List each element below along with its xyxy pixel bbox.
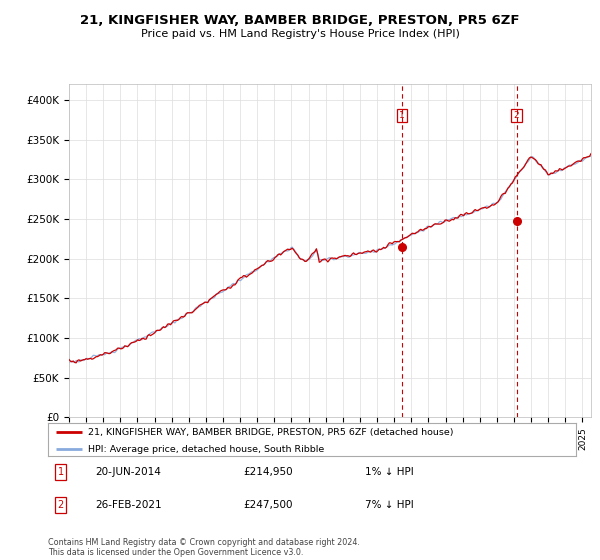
Text: 2: 2 bbox=[514, 111, 520, 120]
Text: 26-FEB-2021: 26-FEB-2021 bbox=[95, 500, 162, 510]
Text: 1% ↓ HPI: 1% ↓ HPI bbox=[365, 467, 413, 477]
Text: 21, KINGFISHER WAY, BAMBER BRIDGE, PRESTON, PR5 6ZF: 21, KINGFISHER WAY, BAMBER BRIDGE, PREST… bbox=[80, 14, 520, 27]
Text: 20-JUN-2014: 20-JUN-2014 bbox=[95, 467, 161, 477]
Text: Price paid vs. HM Land Registry's House Price Index (HPI): Price paid vs. HM Land Registry's House … bbox=[140, 29, 460, 39]
Text: £214,950: £214,950 bbox=[244, 467, 293, 477]
Text: 1: 1 bbox=[400, 111, 405, 120]
Text: HPI: Average price, detached house, South Ribble: HPI: Average price, detached house, Sout… bbox=[88, 445, 324, 454]
Text: Contains HM Land Registry data © Crown copyright and database right 2024.
This d: Contains HM Land Registry data © Crown c… bbox=[48, 538, 360, 557]
Text: 21, KINGFISHER WAY, BAMBER BRIDGE, PRESTON, PR5 6ZF (detached house): 21, KINGFISHER WAY, BAMBER BRIDGE, PREST… bbox=[88, 428, 453, 437]
Text: 7% ↓ HPI: 7% ↓ HPI bbox=[365, 500, 413, 510]
Text: £247,500: £247,500 bbox=[244, 500, 293, 510]
Text: 2: 2 bbox=[58, 500, 64, 510]
Text: 1: 1 bbox=[58, 467, 64, 477]
